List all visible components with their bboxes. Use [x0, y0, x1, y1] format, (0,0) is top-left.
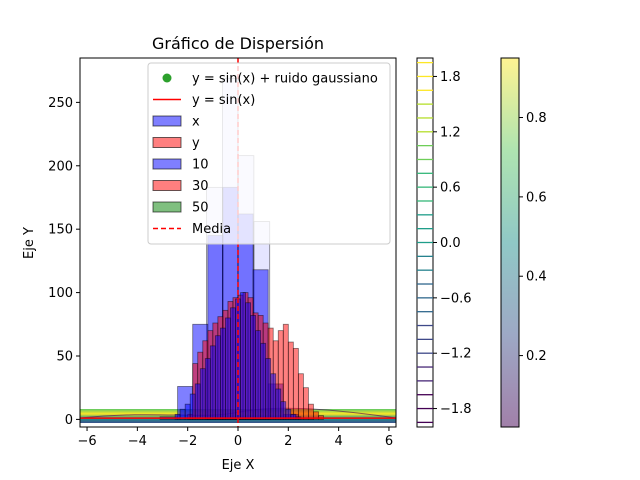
x-axis: −6 −4 −2 0 2 4 6: [77, 427, 393, 449]
legend-marker-patch: [152, 137, 182, 148]
colorbar-scatter-fill: [501, 58, 519, 427]
legend-label: y: [192, 136, 200, 151]
contour-tick-label: 0.0: [440, 236, 461, 251]
contour-tick-label: 0.6: [440, 181, 461, 196]
y-tick-label: 200: [48, 159, 73, 174]
legend-marker-dot: [162, 73, 172, 83]
y-axis: 0 50 100 150 200 250: [48, 96, 80, 428]
contour-tick-label: −1.2: [440, 347, 472, 362]
bar-50-17: [260, 342, 267, 420]
legend-item-4: 10: [152, 158, 209, 173]
bar-30-20: [287, 341, 294, 420]
scatter-tick-label: 0.2: [526, 349, 547, 364]
y-tick-label: 100: [48, 286, 73, 301]
x-tick-label: −2: [178, 434, 197, 449]
bar-50-13: [240, 292, 246, 420]
x-tick-label: 6: [385, 434, 393, 449]
bar-50-16: [255, 330, 262, 420]
legend-label: 30: [192, 179, 209, 194]
legend-marker-patch: [152, 180, 182, 191]
scatter-tick-label: 0.4: [526, 270, 547, 285]
x-tick-label: 0: [234, 434, 242, 449]
legend-item-5: 30: [152, 179, 209, 194]
y-tick-label: 50: [56, 349, 73, 364]
legend: y = sin(x) + ruido gaussiano y = sin(x) xy…: [147, 62, 391, 245]
chart-title: Gráfico de Dispersión: [152, 34, 324, 53]
x-tick-label: −4: [128, 434, 147, 449]
legend-item-0: y = sin(x) + ruido gaussiano: [162, 72, 378, 87]
bar-30-24: [308, 403, 314, 420]
x-tick-label: 2: [284, 434, 292, 449]
colorbar-contour: 1.8 1.2 0.6 0.0 −0.6 −1.2 −1.8: [416, 57, 472, 428]
y-tick-label: 150: [48, 223, 73, 238]
bar-50-8: [214, 335, 221, 420]
legend-label: 10: [192, 158, 209, 173]
scatter-tick-label: 0.6: [526, 190, 547, 205]
bar-30-21: [292, 347, 299, 420]
bar-50-15: [250, 315, 257, 420]
contour-tick-label: −0.6: [440, 291, 472, 306]
bar-50-11: [230, 307, 236, 420]
legend-frame: [147, 62, 391, 245]
bar-50-20: [275, 388, 282, 420]
contour-tick-label: 1.2: [440, 125, 461, 140]
scatter-tick-label: 0.8: [526, 111, 547, 126]
bar-50-9: [219, 327, 226, 420]
y-axis-label: Eje Y: [22, 227, 37, 259]
bar-50-19: [270, 373, 277, 420]
x-tick-label: −6: [77, 434, 96, 449]
legend-label: 50: [192, 201, 209, 216]
legend-item-6: 50: [152, 201, 209, 216]
legend-marker-patch: [152, 115, 182, 127]
bar-50-5: [199, 368, 206, 420]
y-tick-label: 0: [65, 413, 73, 428]
legend-item-3: y: [152, 136, 200, 151]
bar-30-23: [303, 387, 309, 420]
bar-50-21: [280, 401, 287, 420]
bar-50-2: [184, 403, 191, 420]
legend-marker-patch: [152, 201, 182, 213]
legend-item-7: Media: [153, 222, 231, 237]
legend-label: y = sin(x) + ruido gaussiano: [192, 72, 378, 87]
legend-item-2: x: [152, 115, 200, 130]
bar-50-3: [189, 393, 196, 420]
bar-50-6: [204, 358, 211, 420]
legend-label: Media: [192, 222, 231, 237]
colorbar-scatter-frame: [500, 57, 520, 428]
y-tick-label: 250: [48, 96, 73, 111]
contour-tick-label: 1.8: [440, 70, 461, 85]
x-axis-label: Eje X: [222, 458, 255, 473]
x-tick-label: 4: [334, 434, 342, 449]
legend-label: y = sin(x): [192, 93, 255, 108]
bar-30-22: [297, 373, 304, 420]
bar-50-18: [265, 358, 272, 420]
contour-tick-label: −1.8: [440, 402, 472, 417]
legend-marker-patch: [152, 158, 182, 170]
legend-label: x: [192, 115, 200, 130]
bar-50-4: [194, 383, 201, 420]
bar-50-7: [209, 345, 216, 420]
series-50: [174, 292, 302, 420]
bar-50-10: [225, 317, 231, 420]
colorbar-scatter: 0.8 0.6 0.4 0.2: [500, 57, 547, 428]
legend-item-1: y = sin(x): [153, 93, 255, 108]
bar-50-14: [245, 302, 251, 420]
